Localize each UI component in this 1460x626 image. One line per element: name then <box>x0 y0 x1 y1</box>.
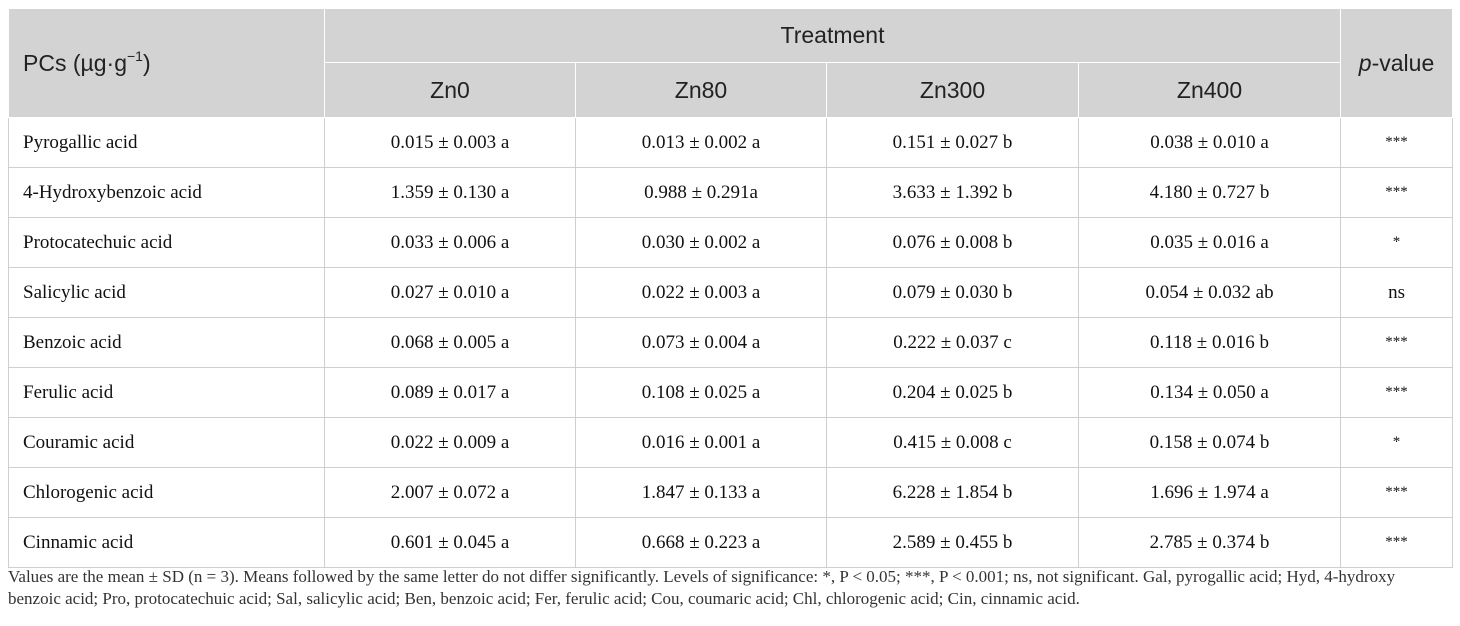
value-cell: 0.988 ± 0.291a <box>575 167 827 218</box>
value-cell: 6.228 ± 1.854 b <box>826 467 1079 518</box>
value-cell: 0.068 ± 0.005 a <box>324 317 576 368</box>
compound-name: Cinnamic acid <box>8 517 325 568</box>
compound-name: Chlorogenic acid <box>8 467 325 518</box>
value-cell: 0.151 ± 0.027 b <box>826 117 1079 168</box>
header-treatment: Treatment <box>323 8 1342 63</box>
value-cell: 2.589 ± 0.455 b <box>826 517 1079 568</box>
value-cell: 0.076 ± 0.008 b <box>826 217 1079 268</box>
value-cell: 1.359 ± 0.130 a <box>324 167 576 218</box>
header-zn80: Zn80 <box>575 62 827 118</box>
compound-name: 4-Hydroxybenzoic acid <box>8 167 325 218</box>
value-cell: 0.038 ± 0.010 a <box>1077 117 1341 168</box>
value-cell: 2.785 ± 0.374 b <box>1077 517 1341 568</box>
value-cell: 0.668 ± 0.223 a <box>575 517 827 568</box>
value-cell: 0.118 ± 0.016 b <box>1077 317 1341 368</box>
table-row: Pyrogallic acid 0.015 ± 0.003 a 0.013 ± 0.… <box>8 117 1454 168</box>
value-cell: 2.007 ± 0.072 a <box>324 467 576 518</box>
significance-cell: *** <box>1340 367 1454 418</box>
value-cell: 0.035 ± 0.016 a <box>1077 217 1341 268</box>
value-cell: 0.027 ± 0.010 a <box>324 267 576 318</box>
table-row: 4-Hydroxybenzoic acid 1.359 ± 0.130 a 0.98… <box>8 167 1454 218</box>
header-p-value: p-value <box>1340 8 1454 118</box>
significance-cell: * <box>1340 217 1454 268</box>
value-cell: 1.696 ± 1.974 a <box>1077 467 1341 518</box>
compound-name: Couramic acid <box>8 417 325 468</box>
value-cell: 3.633 ± 1.392 b <box>826 167 1079 218</box>
value-cell: 0.134 ± 0.050 a <box>1077 367 1341 418</box>
compound-name: Pyrogallic acid <box>8 117 325 168</box>
value-cell: 0.013 ± 0.002 a <box>575 117 827 168</box>
value-cell: 0.108 ± 0.025 a <box>575 367 827 418</box>
value-cell: 1.847 ± 0.133 a <box>575 467 827 518</box>
value-cell: 0.022 ± 0.009 a <box>324 417 576 468</box>
value-cell: 0.016 ± 0.001 a <box>575 417 827 468</box>
value-cell: 0.222 ± 0.037 c <box>826 317 1079 368</box>
compound-name: Protocatechuic acid <box>8 217 325 268</box>
table-row: Salicylic acid 0.027 ± 0.010 a 0.022 ± 0.0… <box>8 267 1454 318</box>
table-footnote: Values are the mean ± SD (n = 3). Means … <box>8 567 1396 608</box>
table-header: PCs (µg·g−1) Treatment p-value Zn0 Zn80 … <box>8 8 1454 118</box>
significance-cell: *** <box>1340 517 1454 568</box>
compound-name: Ferulic acid <box>8 367 325 418</box>
table-row: Couramic acid 0.022 ± 0.009 a 0.016 ± 0.00… <box>8 417 1454 468</box>
significance-cell: *** <box>1340 467 1454 518</box>
compound-name: Salicylic acid <box>8 267 325 318</box>
compound-name: Benzoic acid <box>8 317 325 368</box>
table-row: Ferulic acid 0.089 ± 0.017 a 0.108 ± 0.025… <box>8 367 1454 418</box>
significance-cell: *** <box>1340 317 1454 368</box>
data-table-container: PCs (µg·g−1) Treatment p-value Zn0 Zn80 … <box>8 8 1454 568</box>
header-zn300: Zn300 <box>826 62 1079 118</box>
header-zn0: Zn0 <box>324 62 576 118</box>
value-cell: 0.015 ± 0.003 a <box>324 117 576 168</box>
table-row: Benzoic acid 0.068 ± 0.005 a 0.073 ± 0.004… <box>8 317 1454 368</box>
table-row: Protocatechuic acid 0.033 ± 0.006 a 0.030 … <box>8 217 1454 268</box>
value-cell: 0.073 ± 0.004 a <box>575 317 827 368</box>
table-row: Cinnamic acid 0.601 ± 0.045 a 0.668 ± 0.22… <box>8 517 1454 568</box>
table-row: Chlorogenic acid 2.007 ± 0.072 a 1.847 ± 0… <box>8 467 1454 518</box>
header-zn400: Zn400 <box>1077 62 1342 118</box>
value-cell: 0.030 ± 0.002 a <box>575 217 827 268</box>
value-cell: 0.022 ± 0.003 a <box>575 267 827 318</box>
significance-cell: *** <box>1340 117 1454 168</box>
table-body: Pyrogallic acid 0.015 ± 0.003 a 0.013 ± 0.… <box>8 117 1454 568</box>
significance-cell: * <box>1340 417 1454 468</box>
value-cell: 0.033 ± 0.006 a <box>324 217 576 268</box>
header-pcs: PCs (µg·g−1) <box>8 8 325 118</box>
significance-cell: ns <box>1340 267 1454 318</box>
value-cell: 0.089 ± 0.017 a <box>324 367 576 418</box>
value-cell: 0.158 ± 0.074 b <box>1077 417 1341 468</box>
value-cell: 0.204 ± 0.025 b <box>826 367 1079 418</box>
value-cell: 0.054 ± 0.032 ab <box>1077 267 1341 318</box>
value-cell: 0.415 ± 0.008 c <box>826 417 1079 468</box>
value-cell: 0.601 ± 0.045 a <box>324 517 576 568</box>
value-cell: 0.079 ± 0.030 b <box>826 267 1079 318</box>
phenolic-compounds-table: PCs (µg·g−1) Treatment p-value Zn0 Zn80 … <box>8 8 1454 568</box>
value-cell: 4.180 ± 0.727 b <box>1077 167 1341 218</box>
significance-cell: *** <box>1340 167 1454 218</box>
